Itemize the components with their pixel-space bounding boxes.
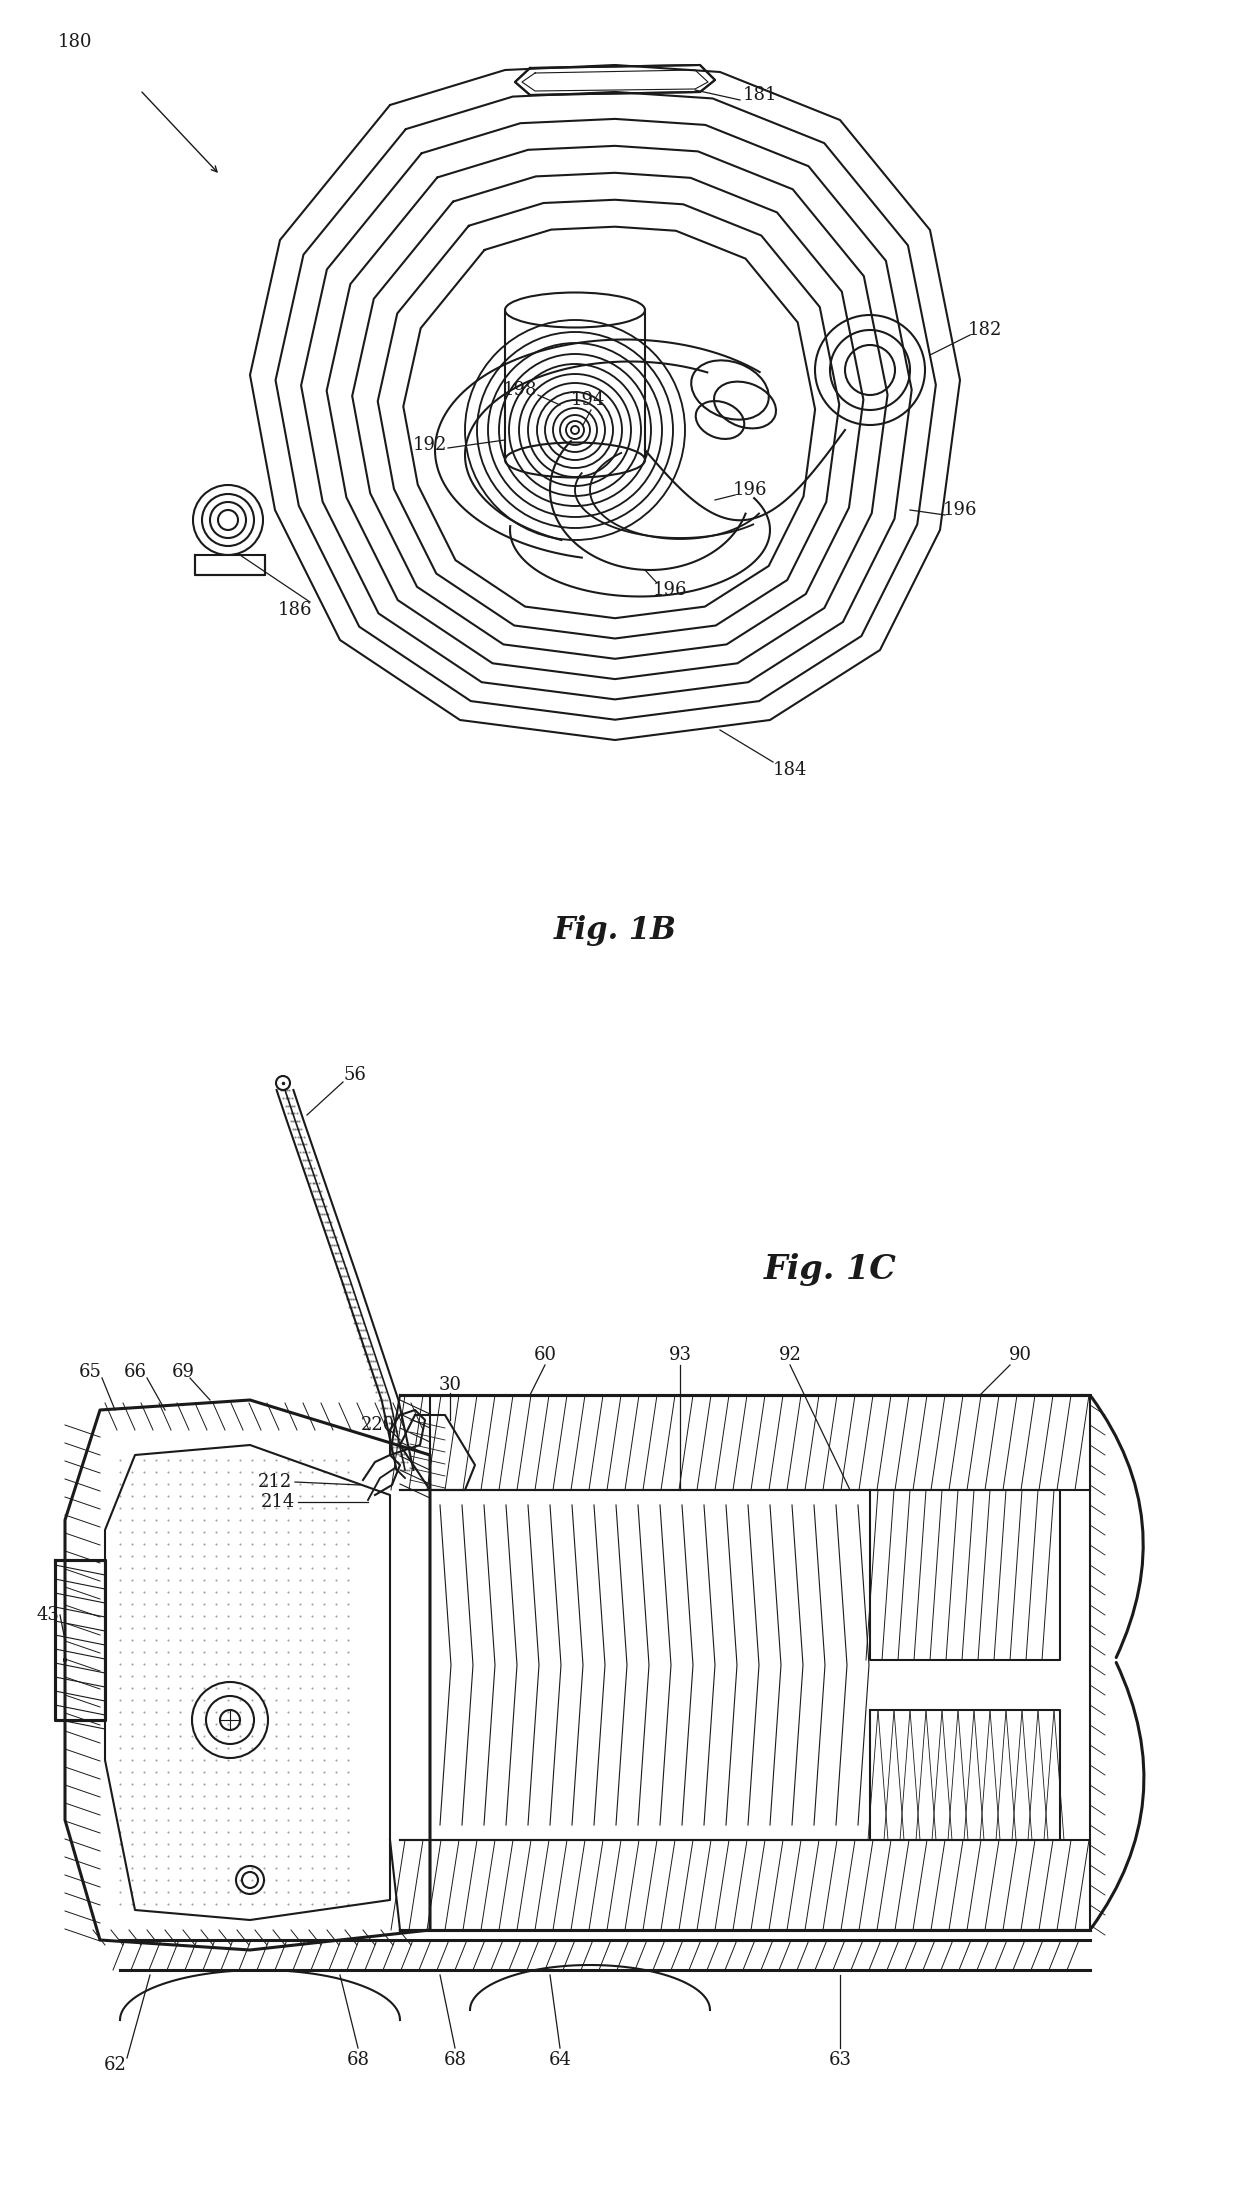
Polygon shape [56,1561,104,1718]
Text: 69: 69 [171,1362,195,1382]
Text: 30: 30 [439,1375,461,1393]
Text: 93: 93 [668,1346,692,1364]
Text: 198: 198 [502,380,537,398]
Text: 92: 92 [779,1346,801,1364]
Text: 64: 64 [548,2052,572,2069]
Text: 43: 43 [36,1605,60,1625]
Text: 214: 214 [260,1492,295,1510]
Text: 196: 196 [733,482,768,500]
Text: 194: 194 [570,391,605,409]
Text: Fig. 1C: Fig. 1C [764,1254,897,1287]
Text: 196: 196 [652,581,687,599]
Text: 68: 68 [346,2052,370,2069]
Text: 181: 181 [743,86,777,104]
Polygon shape [195,555,265,575]
Text: Fig. 1B: Fig. 1B [553,915,677,946]
Text: 186: 186 [278,601,312,619]
Text: 56: 56 [343,1066,367,1083]
Circle shape [192,1683,268,1758]
Text: 90: 90 [1008,1346,1032,1364]
Text: 212: 212 [258,1473,293,1490]
Text: 66: 66 [124,1362,146,1382]
Text: 196: 196 [942,502,977,520]
Text: 180: 180 [58,33,92,51]
Text: 192: 192 [413,436,448,453]
Text: 68: 68 [444,2052,466,2069]
Text: 63: 63 [828,2052,852,2069]
Circle shape [277,1077,290,1090]
Text: 184: 184 [773,761,807,778]
Text: 60: 60 [533,1346,557,1364]
Text: 62: 62 [104,2056,126,2074]
Circle shape [236,1866,264,1895]
Text: 65: 65 [78,1362,102,1382]
Text: 182: 182 [967,321,1002,338]
Text: 220: 220 [361,1415,396,1435]
Polygon shape [515,64,715,95]
